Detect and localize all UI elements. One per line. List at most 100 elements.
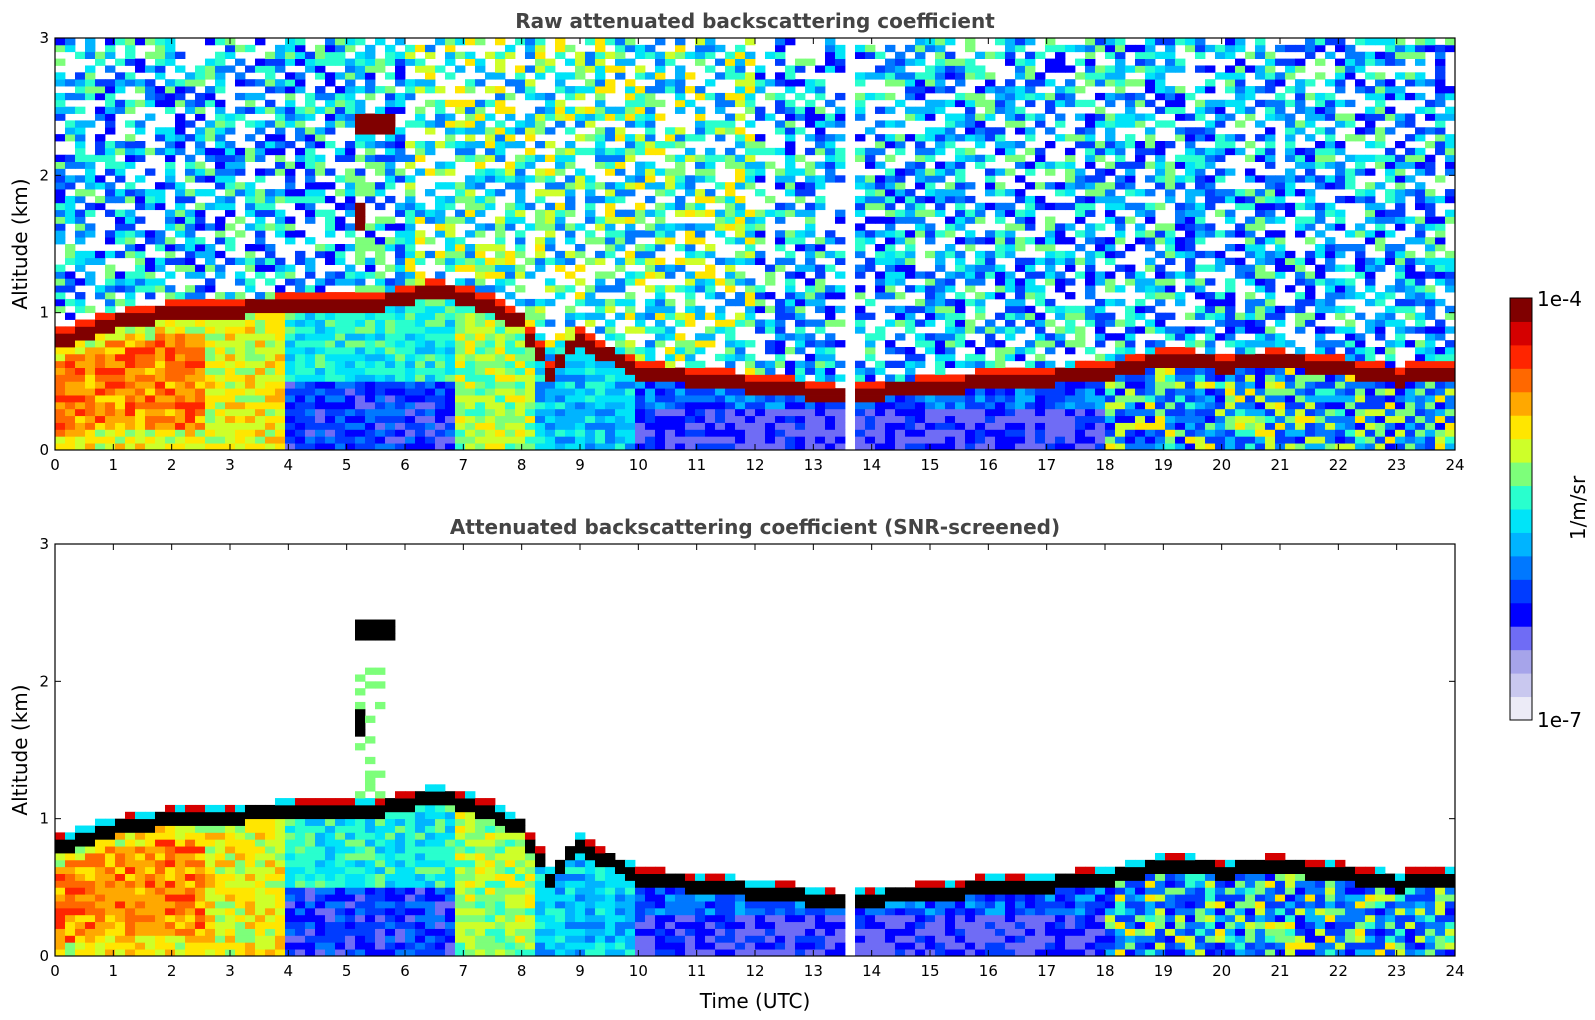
- heatmap-cell-raw: [485, 271, 496, 279]
- heatmap-cell-raw: [245, 429, 256, 437]
- heatmap-cell-raw: [755, 216, 766, 224]
- heatmap-cell-raw: [995, 271, 1006, 279]
- heatmap-cell-raw: [935, 298, 946, 307]
- heatmap-cell-raw: [265, 51, 276, 59]
- heatmap-cell-raw: [1175, 388, 1186, 396]
- heatmap-cell-raw: [1005, 298, 1016, 307]
- heatmap-cell-raw: [915, 168, 926, 176]
- heatmap-cell-raw: [1025, 223, 1036, 231]
- heatmap-cell-raw: [355, 333, 366, 341]
- heatmap-cell-raw: [635, 86, 646, 94]
- heatmap-cell-raw: [675, 408, 686, 417]
- heatmap-cell-raw: [185, 415, 196, 423]
- heatmap-cell-raw: [625, 415, 636, 423]
- heatmap-cell-raw: [295, 154, 306, 162]
- heatmap-cell-raw: [215, 319, 226, 327]
- heatmap-cell-raw: [1115, 58, 1126, 66]
- heatmap-cell-raw: [1145, 395, 1156, 403]
- heatmap-cell-raw: [955, 422, 966, 430]
- heatmap-cell-raw: [635, 436, 646, 444]
- heatmap-cell-raw: [805, 381, 816, 389]
- heatmap-cell-raw: [675, 388, 686, 396]
- heatmap-cell-raw: [605, 319, 616, 327]
- heatmap-cell-raw: [555, 106, 566, 114]
- heatmap-cell-raw: [495, 65, 506, 73]
- heatmap-cell-raw: [165, 388, 176, 396]
- heatmap-cell-raw: [665, 182, 676, 190]
- heatmap-cell-raw: [225, 195, 236, 204]
- heatmap-cell-raw: [1005, 237, 1016, 245]
- heatmap-cell-raw: [825, 436, 836, 444]
- heatmap-cell-raw: [975, 312, 986, 320]
- heatmap-cell-raw: [1005, 223, 1016, 231]
- heatmap-cell-raw: [965, 106, 976, 114]
- heatmap-cell-raw: [465, 340, 476, 348]
- heatmap-cell-raw: [935, 99, 946, 108]
- heatmap-cell-raw: [975, 347, 986, 355]
- heatmap-cell-raw: [385, 244, 396, 252]
- heatmap-cell-raw: [1055, 401, 1066, 410]
- heatmap-cell-raw: [1085, 278, 1096, 286]
- heatmap-cell-raw: [285, 216, 296, 224]
- heatmap-cell-raw: [195, 250, 206, 259]
- heatmap-cell-raw: [1055, 44, 1066, 53]
- heatmap-cell-raw: [755, 415, 766, 423]
- heatmap-cell-raw: [245, 360, 256, 368]
- heatmap-cell-raw: [145, 257, 156, 265]
- heatmap-cell-raw: [685, 134, 696, 142]
- heatmap-cell-raw: [835, 257, 846, 265]
- heatmap-cell-raw: [165, 141, 176, 149]
- heatmap-cell-raw: [1085, 312, 1096, 320]
- heatmap-cell-raw: [715, 326, 726, 334]
- heatmap-cell-raw: [1155, 175, 1166, 183]
- heatmap-cell-raw: [355, 388, 366, 396]
- heatmap-cell-raw: [155, 38, 166, 46]
- heatmap-cell-raw: [625, 278, 636, 286]
- heatmap-cell-raw: [1145, 65, 1156, 73]
- heatmap-cell-raw: [925, 422, 936, 430]
- heatmap-cell-raw: [1135, 113, 1146, 121]
- heatmap-cell-raw: [255, 429, 266, 437]
- heatmap-cell-raw: [1175, 154, 1186, 162]
- heatmap-cell-raw: [285, 319, 296, 327]
- heatmap-cell-raw: [235, 443, 246, 450]
- heatmap-cell-raw: [885, 237, 896, 245]
- heatmap-cell-raw: [275, 326, 286, 334]
- heatmap-cell-raw: [995, 388, 1006, 396]
- heatmap-cell-raw: [1075, 271, 1086, 279]
- heatmap-cell-raw: [265, 388, 276, 396]
- heatmap-cell-raw: [725, 271, 736, 279]
- heatmap-cell-raw: [1115, 353, 1126, 362]
- heatmap-cell-raw: [865, 347, 876, 355]
- heatmap-cell-raw: [185, 429, 196, 437]
- heatmap-cell-raw: [495, 271, 506, 279]
- heatmap-cell-raw: [615, 333, 626, 341]
- heatmap-cell-raw: [935, 340, 946, 348]
- heatmap-cell-raw: [915, 443, 926, 450]
- heatmap-cell-raw: [1135, 395, 1146, 403]
- heatmap-cell-raw: [225, 374, 236, 382]
- heatmap-cell-raw: [1145, 415, 1156, 423]
- heatmap-cell-raw: [735, 319, 746, 327]
- heatmap-cell-raw: [725, 436, 736, 444]
- heatmap-cell-raw: [615, 395, 626, 403]
- heatmap-cell-raw: [275, 443, 286, 450]
- heatmap-cell-raw: [985, 422, 996, 430]
- heatmap-cell-raw: [375, 312, 386, 320]
- heatmap-cell-raw: [745, 408, 756, 417]
- heatmap-cell-raw: [105, 381, 116, 389]
- heatmap-cell-raw: [1125, 141, 1136, 149]
- heatmap-cell-raw: [575, 298, 586, 307]
- heatmap-cell-raw: [195, 347, 206, 355]
- heatmap-cell-raw: [735, 429, 746, 437]
- heatmap-cell-raw: [165, 408, 176, 417]
- heatmap-cell-raw: [315, 408, 326, 417]
- heatmap-cell-raw: [945, 51, 956, 59]
- heatmap-cell-raw: [275, 408, 286, 417]
- heatmap-cell-raw: [275, 429, 286, 437]
- heatmap-cell-raw: [585, 106, 596, 114]
- heatmap-cell-raw: [545, 374, 556, 382]
- heatmap-cell-raw: [115, 147, 126, 156]
- heatmap-cell-raw: [645, 429, 656, 437]
- heatmap-cell-raw: [605, 127, 616, 135]
